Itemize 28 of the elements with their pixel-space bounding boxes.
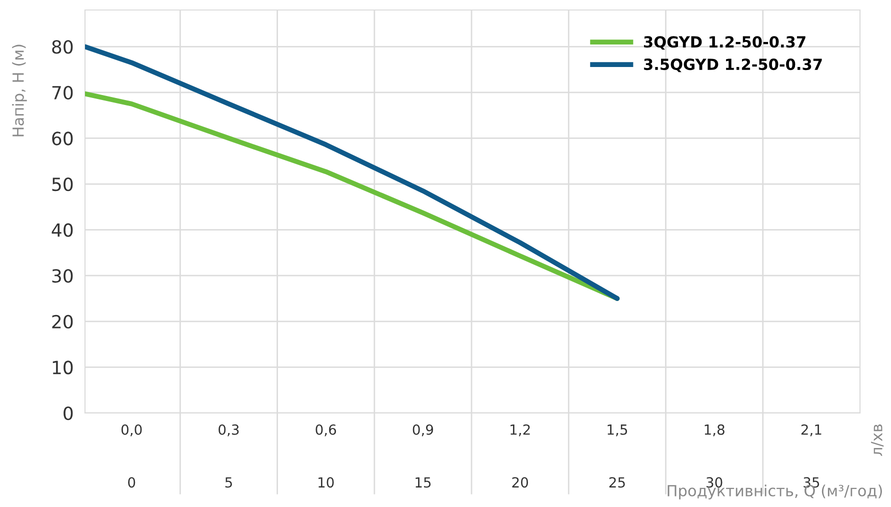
- y-tick-label: 50: [52, 177, 73, 192]
- y-tick-label: 20: [52, 314, 73, 329]
- y-axis-title: Напір, H (м): [12, 44, 27, 136]
- x-tick-label: 20: [512, 477, 528, 488]
- legend-label: 3QGYD 1.2-50-0.37: [644, 36, 806, 50]
- x2-tick-label: 0,0: [121, 424, 142, 436]
- y-tick-label: 30: [52, 269, 73, 283]
- y-tick-label: 10: [52, 360, 73, 374]
- x2-tick-label: 2,1: [801, 424, 822, 436]
- x2-tick-label: 0,9: [412, 424, 434, 436]
- x2-tick-label: 1,8: [704, 424, 724, 436]
- y-tick-label: 0: [64, 406, 73, 420]
- x-tick-label: 0: [128, 477, 136, 488]
- legend-label: 3.5QGYD 1.2-50-0.37: [644, 58, 822, 72]
- x2-tick-label: 0,3: [218, 424, 239, 436]
- y-tick-label: 80: [52, 40, 73, 54]
- x2-tick-label: 0,6: [316, 424, 336, 436]
- x2-tick-label: 1,5: [608, 424, 628, 436]
- y-tick-label: 40: [52, 223, 73, 237]
- line-series: [85, 44, 620, 301]
- x-tick-label: 25: [609, 477, 625, 488]
- y-tick-label: 70: [52, 86, 73, 100]
- text: л/хв: [871, 424, 884, 456]
- x-tick-label: 10: [318, 477, 334, 488]
- x2-tick-label: 1,2: [510, 424, 530, 436]
- x-tick-label: 5: [225, 477, 232, 488]
- y-tick-label: 60: [52, 132, 73, 146]
- x-tick-label: 15: [416, 477, 431, 488]
